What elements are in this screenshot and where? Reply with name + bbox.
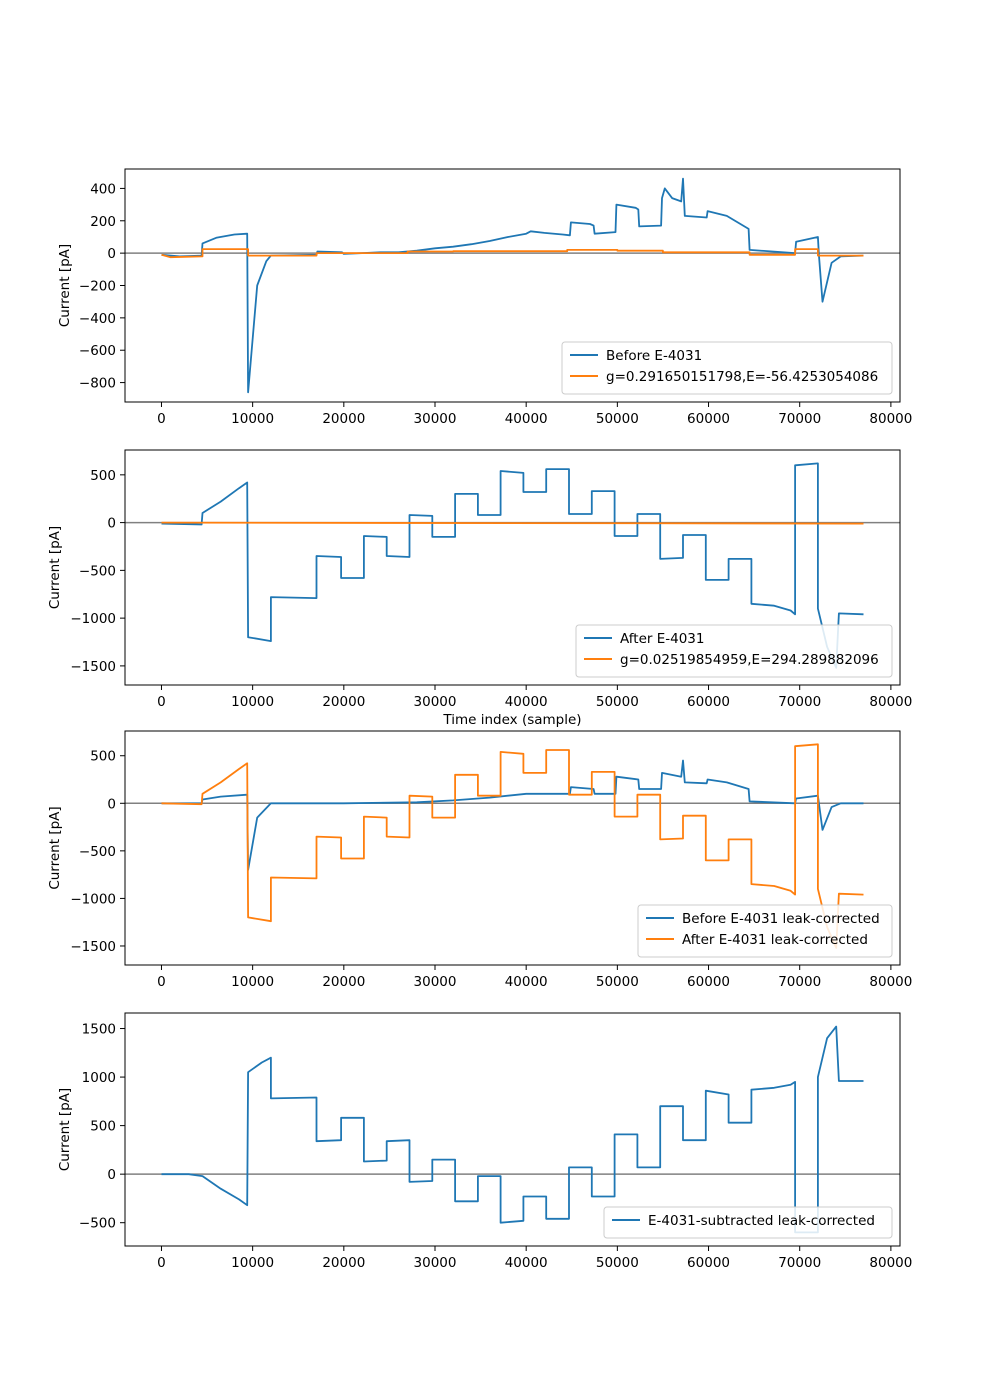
x-tick-label: 40000: [505, 974, 548, 990]
y-tick-label: −1000: [70, 611, 116, 627]
x-tick-label: 80000: [869, 411, 912, 427]
x-tick-label: 10000: [231, 1255, 274, 1271]
x-tick-label: 40000: [505, 411, 548, 427]
y-axis-label: Current [pA]: [57, 244, 73, 327]
legend-box: [603, 1206, 893, 1239]
x-tick-label: 10000: [231, 411, 274, 427]
x-tick-label: 30000: [414, 974, 457, 990]
y-tick-label: 400: [90, 181, 116, 197]
x-tick-label: 60000: [687, 411, 730, 427]
x-tick-label: 20000: [322, 974, 365, 990]
chart-2: 0 10000 20000 30000 40000 50000 60000 70000 8000…: [47, 449, 912, 728]
legend-entry: Before E-4031 leak-corrected: [682, 911, 880, 927]
y-tick-label: −500: [79, 563, 116, 579]
y-tick-label: −400: [79, 311, 116, 327]
legend-box: [561, 341, 893, 395]
y-tick-label: −500: [79, 1216, 116, 1232]
y-axis-label: Current [pA]: [47, 806, 63, 889]
x-tick-label: 80000: [869, 694, 912, 710]
y-tick-label: 1500: [82, 1022, 116, 1038]
series-line-2: [161, 521, 864, 525]
legend-box: [637, 904, 893, 958]
legend-entry: After E-4031: [620, 631, 704, 647]
x-tick-label: 30000: [414, 1255, 457, 1271]
plot-frame: [124, 449, 901, 686]
x-tick-label: 70000: [778, 1255, 821, 1271]
legend: After E-4031 g=0.02519854959,E=294.289882…: [575, 624, 893, 678]
series-line-2: [161, 248, 864, 259]
chart-1: 0 10000 20000 30000 40000 50000 60000 70000 8000…: [57, 168, 912, 427]
plot-frame: [124, 730, 901, 966]
plot-frame: [124, 1012, 901, 1247]
chart-3: 0 10000 20000 30000 40000 50000 60000 70000 8000…: [47, 730, 912, 990]
y-tick-label: 500: [90, 1119, 116, 1135]
y-tick-label: 0: [107, 516, 116, 532]
x-tick-label: 50000: [596, 1255, 639, 1271]
legend: Before E-4031 leak-corrected After E-4031…: [637, 904, 893, 958]
legend-entry: g=0.291650151798,E=-56.4253054086: [606, 369, 878, 385]
x-tick-label: 50000: [596, 974, 639, 990]
chart-4: 0 10000 20000 30000 40000 50000 60000 70000 8000…: [57, 1012, 912, 1271]
x-tick-label: 0: [157, 411, 166, 427]
series-line-1: [161, 177, 864, 394]
y-tick-label: 0: [107, 1167, 116, 1183]
y-tick-label: 0: [107, 246, 116, 262]
y-tick-label: 1000: [82, 1070, 116, 1086]
y-tick-label: −1000: [70, 891, 116, 907]
legend: E-4031-subtracted leak-corrected: [603, 1206, 893, 1239]
legend-entry: g=0.02519854959,E=294.289882096: [620, 652, 879, 668]
x-tick-label: 70000: [778, 974, 821, 990]
x-tick-label: 10000: [231, 694, 274, 710]
legend-entry: Before E-4031: [606, 348, 702, 364]
x-tick-label: 70000: [778, 411, 821, 427]
x-tick-label: 50000: [596, 411, 639, 427]
series-line-1: [161, 759, 864, 871]
y-tick-label: −500: [79, 844, 116, 860]
x-tick-label: 40000: [505, 1255, 548, 1271]
x-axis-label: Time index (sample): [442, 712, 581, 728]
x-tick-label: 10000: [231, 974, 274, 990]
y-tick-label: −800: [79, 376, 116, 392]
x-tick-label: 0: [157, 974, 166, 990]
legend-entry: After E-4031 leak-corrected: [682, 932, 868, 948]
x-tick-label: 30000: [414, 694, 457, 710]
y-axis-label: Current [pA]: [47, 526, 63, 609]
x-tick-label: 80000: [869, 974, 912, 990]
y-tick-label: 200: [90, 214, 116, 230]
x-tick-label: 50000: [596, 694, 639, 710]
y-tick-label: 500: [90, 749, 116, 765]
legend-box: [575, 624, 893, 678]
legend-entry: E-4031-subtracted leak-corrected: [648, 1213, 875, 1229]
x-tick-label: 0: [157, 694, 166, 710]
y-tick-label: 500: [90, 468, 116, 484]
x-tick-label: 20000: [322, 694, 365, 710]
y-tick-label: −600: [79, 343, 116, 359]
x-tick-label: 30000: [414, 411, 457, 427]
x-tick-label: 20000: [322, 1255, 365, 1271]
series-line-1: [161, 1025, 864, 1234]
y-tick-label: 0: [107, 796, 116, 812]
x-tick-label: 40000: [505, 694, 548, 710]
x-tick-label: 70000: [778, 694, 821, 710]
y-tick-label: −1500: [70, 659, 116, 675]
x-tick-label: 20000: [322, 411, 365, 427]
y-tick-label: −200: [79, 279, 116, 295]
x-tick-label: 0: [157, 1255, 166, 1271]
y-axis-label: Current [pA]: [57, 1088, 73, 1171]
series-line-1: [161, 462, 864, 669]
x-tick-label: 80000: [869, 1255, 912, 1271]
x-tick-label: 60000: [687, 1255, 730, 1271]
x-tick-label: 60000: [687, 694, 730, 710]
series-line-2: [161, 743, 864, 949]
x-tick-label: 60000: [687, 974, 730, 990]
y-tick-label: −1500: [70, 939, 116, 955]
legend: Before E-4031 g=0.291650151798,E=-56.4253…: [561, 341, 893, 395]
